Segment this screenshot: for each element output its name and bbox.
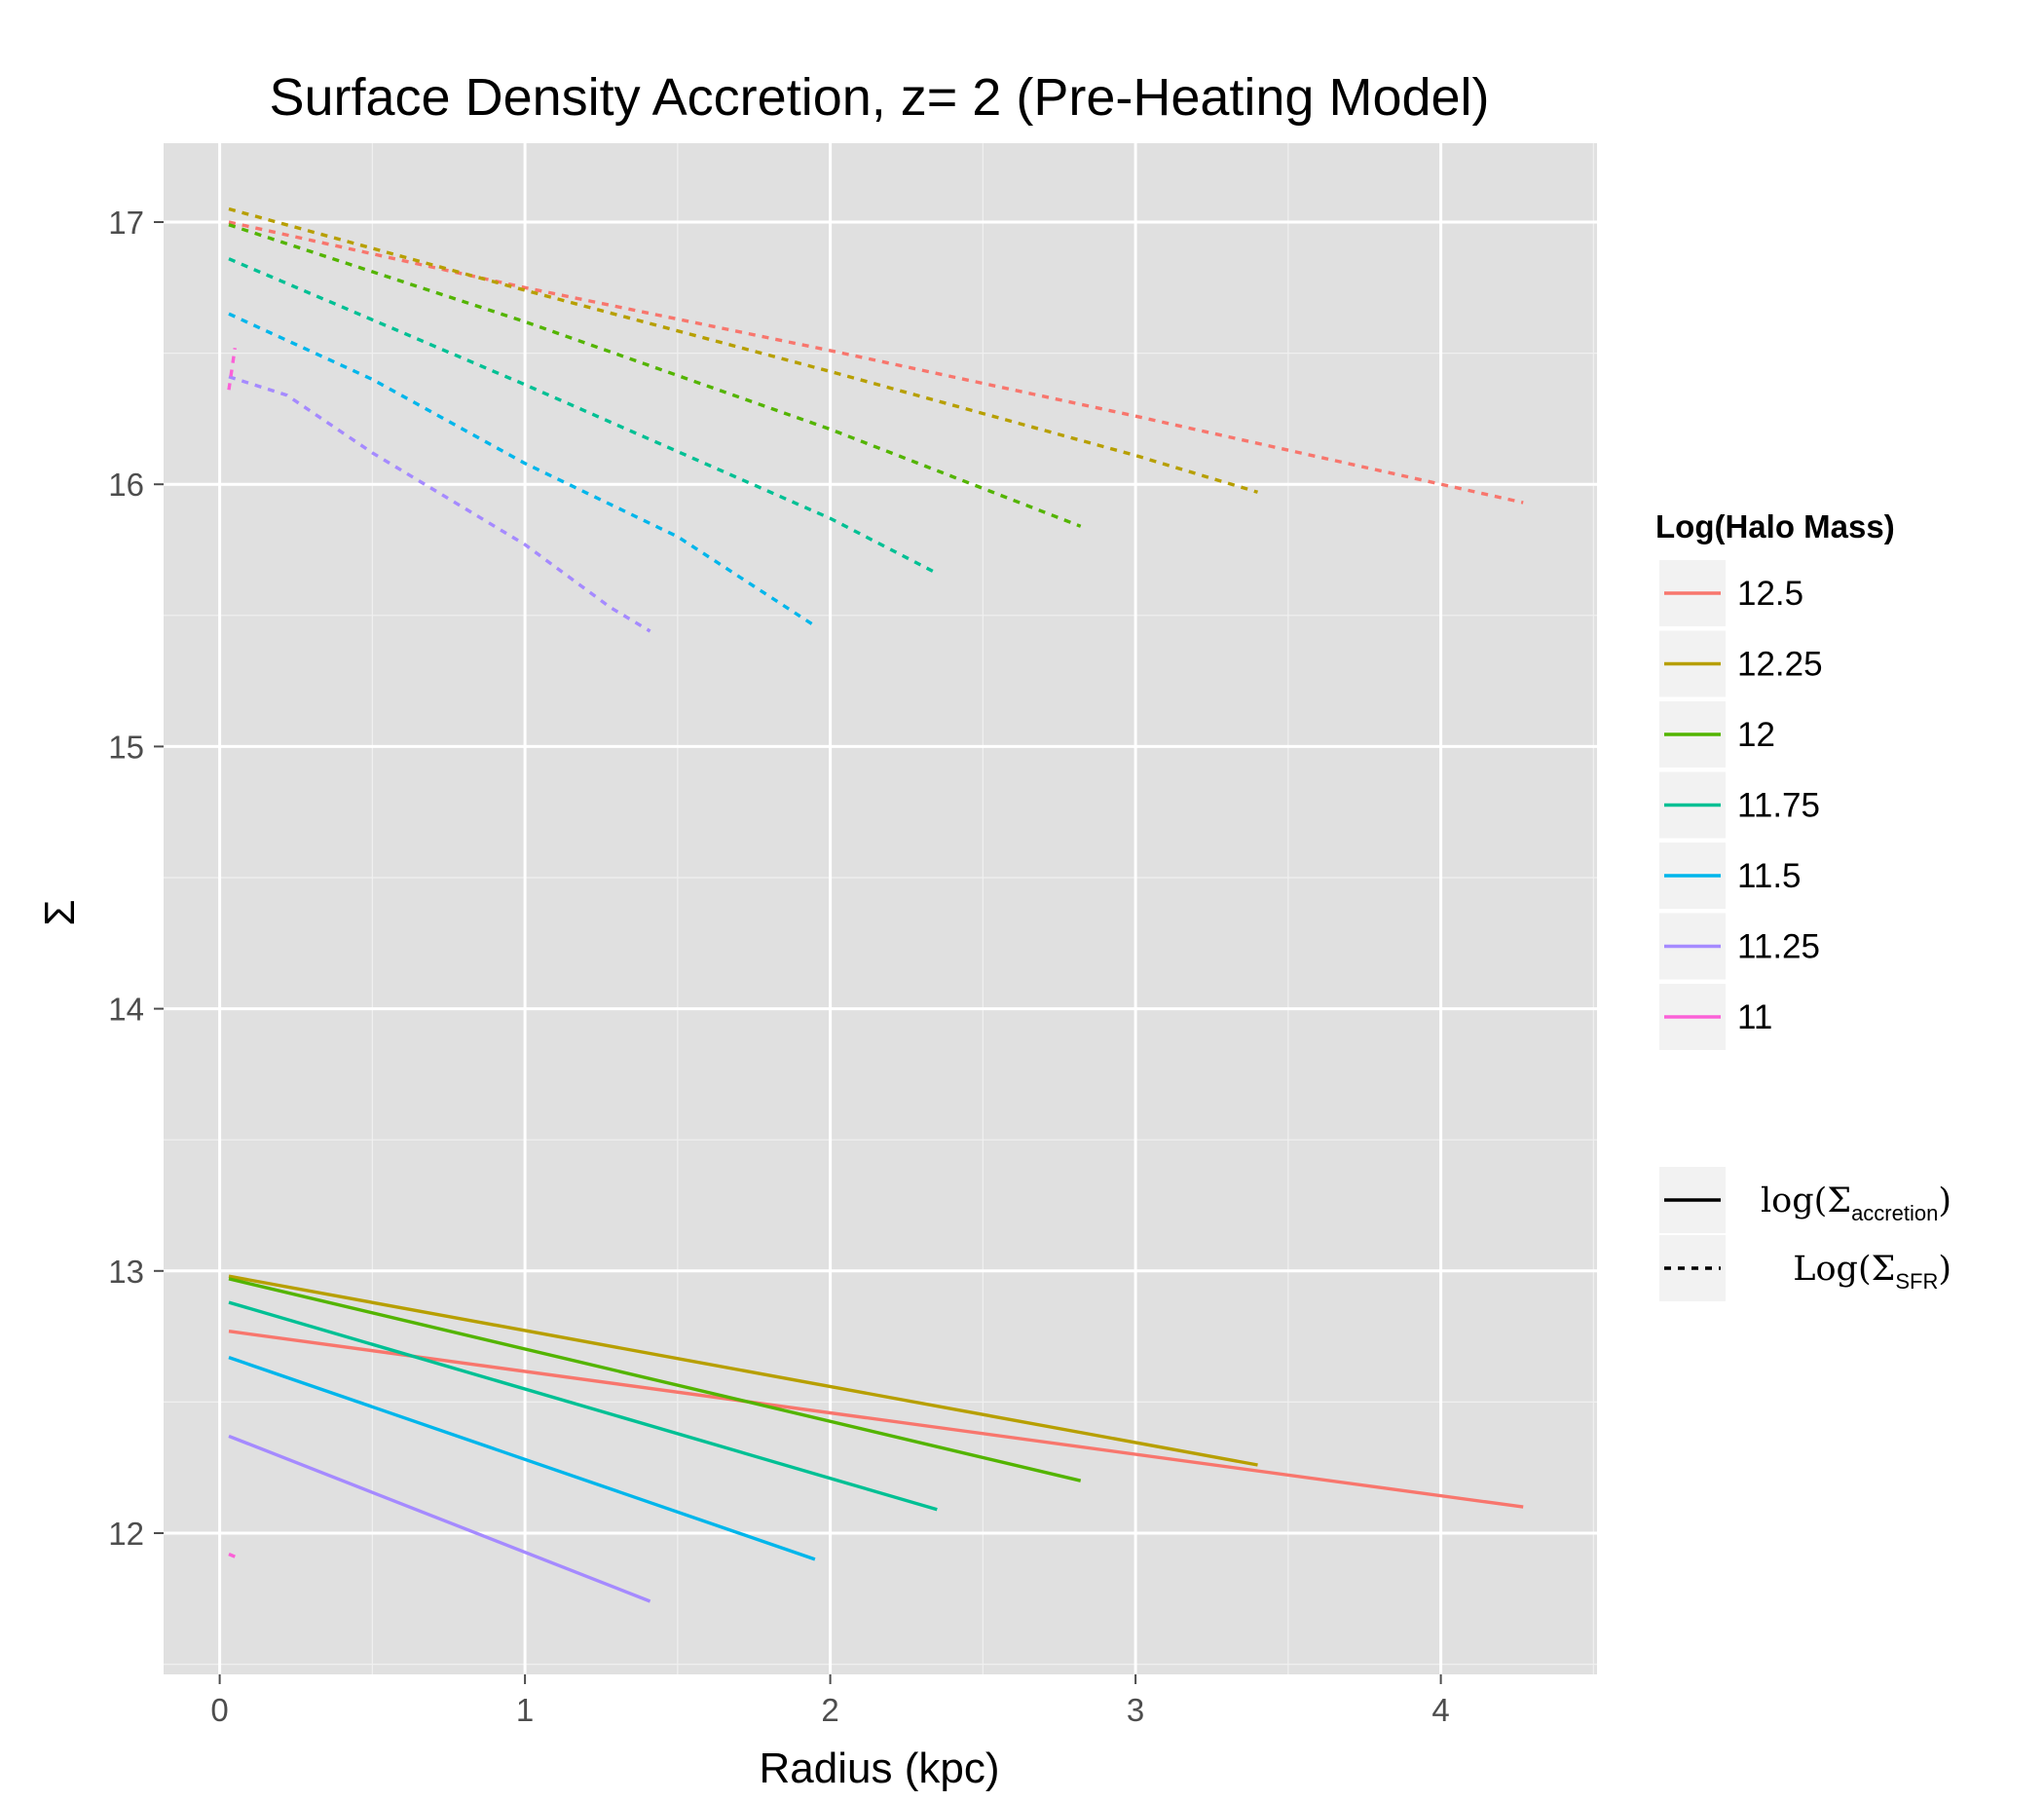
series-layer: [227, 206, 1524, 1603]
legend-label: 11.5: [1737, 857, 1802, 895]
legend-label: 12.25: [1737, 646, 1823, 684]
series-line-11-solid: [228, 1552, 236, 1558]
y-tick-label: 17: [108, 205, 144, 241]
y-tick-label: 15: [108, 729, 144, 765]
x-tick-label: 1: [516, 1692, 534, 1728]
legend-linetype-label: log(Σaccretion): [1761, 1182, 1951, 1225]
y-axis: 12 13 14 15 16 17: [108, 205, 164, 1552]
minor-gridlines: [164, 143, 1597, 1674]
legend-label: 11.75: [1737, 787, 1820, 825]
x-tick-label: 4: [1431, 1692, 1449, 1728]
series-line-11-5-dashed: [228, 312, 816, 628]
series-line-12-25-dashed: [228, 206, 1258, 494]
y-tick-label: 13: [108, 1254, 144, 1290]
x-tick-label: 3: [1127, 1692, 1144, 1728]
series-line-11-75-solid: [228, 1300, 938, 1512]
series-line-12-solid: [228, 1277, 1082, 1482]
series-line-11-75-dashed: [228, 257, 939, 576]
legend-label: 11.25: [1737, 928, 1820, 966]
legend-label: 12.5: [1737, 575, 1803, 613]
series-line-11-5-solid: [228, 1355, 816, 1561]
plot-panel: [164, 143, 1597, 1674]
x-axis: 0 1 2 3 4: [210, 1674, 1450, 1728]
legend-linetype-label: Log(ΣSFR): [1793, 1250, 1951, 1294]
legend-linetype: log(Σaccretion) Log(ΣSFR): [1659, 1167, 1951, 1301]
series-line-12-25-solid: [228, 1274, 1258, 1467]
series-line-12-dashed: [228, 223, 1082, 528]
series-line-11-25-solid: [228, 1434, 651, 1603]
x-tick-label: 2: [821, 1692, 838, 1728]
y-tick-label: 12: [108, 1516, 144, 1552]
legend-title: Log(Halo Mass): [1655, 508, 1895, 544]
x-tick-label: 0: [210, 1692, 228, 1728]
y-tick-label: 14: [108, 992, 144, 1028]
y-tick-label: 16: [108, 467, 144, 503]
series-line-11-25-dashed: [228, 375, 651, 633]
legend-label: 12: [1737, 716, 1775, 754]
chart-title: Surface Density Accretion, z= 2 (Pre-Hea…: [269, 68, 1489, 127]
series-line-12-5-solid: [228, 1330, 1524, 1509]
x-axis-title: Radius (kpc): [760, 1745, 1000, 1792]
y-axis-title: Σ: [36, 899, 84, 925]
legend-label: 11: [1737, 998, 1772, 1036]
series-line-12-5-dashed: [228, 220, 1524, 505]
legend-halo-mass: Log(Halo Mass) 12.5 12.25 12 11.75 11.5 11.25…: [1655, 508, 1895, 1050]
major-gridlines: [164, 143, 1597, 1674]
